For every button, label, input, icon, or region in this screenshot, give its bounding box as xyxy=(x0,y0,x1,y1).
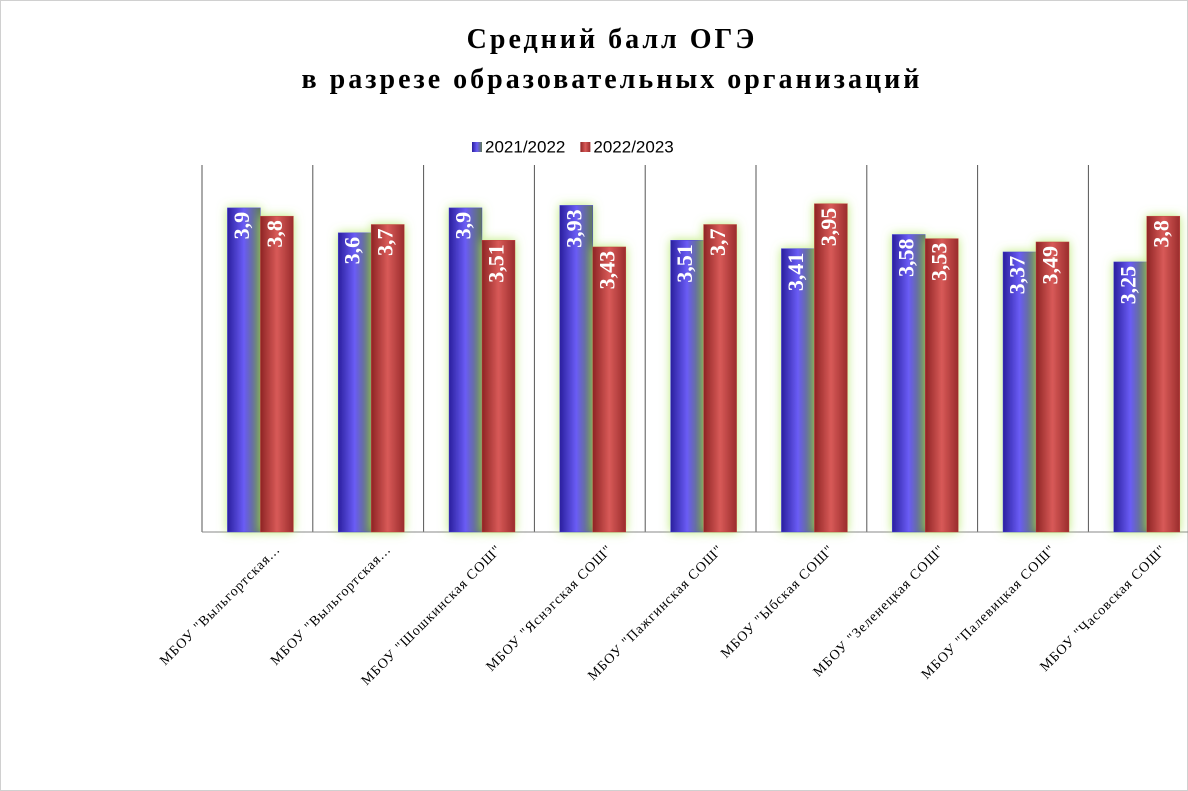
bar xyxy=(1113,261,1148,533)
value-label: 3,7 xyxy=(373,228,398,256)
chart-title: Средний балл ОГЭ xyxy=(467,24,758,55)
legend-swatch xyxy=(472,142,482,152)
value-label: 3,37 xyxy=(1005,256,1030,295)
value-label: 3,9 xyxy=(229,212,254,240)
bar xyxy=(1146,215,1181,533)
bar xyxy=(481,240,516,533)
x-tick-label: МБОУ "Выльгортская... xyxy=(157,542,283,668)
bar xyxy=(924,238,959,533)
chart-title: в разрезе образовательных организаций xyxy=(302,64,923,95)
x-tick-label: МБОУ "Палевицкая СОШ" xyxy=(919,542,1059,682)
bar xyxy=(1002,251,1037,533)
value-label: 3,93 xyxy=(561,209,586,248)
bar xyxy=(670,240,704,533)
bar xyxy=(260,215,294,533)
value-label: 3,8 xyxy=(1148,220,1173,248)
value-label: 3,41 xyxy=(783,253,808,292)
value-label: 3,7 xyxy=(705,228,730,256)
value-label: 3,43 xyxy=(594,251,619,290)
bar xyxy=(703,224,737,533)
legend-swatch xyxy=(580,142,591,152)
value-label: 3,9 xyxy=(451,212,476,240)
value-label: 3,6 xyxy=(340,237,365,264)
x-tick-label: МБОУ "Зеленецкая СОШ" xyxy=(811,542,949,680)
value-label: 3,51 xyxy=(672,244,697,283)
x-tick-label: МБОУ "Пажгинская СОШ" xyxy=(585,542,726,683)
bar xyxy=(891,234,926,533)
bar xyxy=(1035,241,1070,533)
bar xyxy=(370,224,405,533)
bar xyxy=(559,205,594,533)
x-tick-label: МБОУ "Яснэгская СОШ" xyxy=(484,542,616,674)
legend-label: 2022/2023 xyxy=(593,137,673,156)
value-label: 3,53 xyxy=(927,243,952,282)
bar xyxy=(337,232,372,533)
bar xyxy=(592,246,627,533)
bar xyxy=(227,207,261,533)
value-label: 3,8 xyxy=(262,220,287,248)
x-tick-label: МБОУ "Ыбская СОШ" xyxy=(718,542,837,661)
value-label: 3,95 xyxy=(816,208,841,247)
x-tick-label: МБОУ "Выльгортская... xyxy=(268,542,394,668)
legend-label: 2021/2022 xyxy=(485,137,565,156)
x-tick-label: МБОУ "Часовская СОШ" xyxy=(1038,542,1170,674)
bar xyxy=(781,248,815,533)
bar xyxy=(814,203,848,533)
value-label: 3,51 xyxy=(484,244,509,283)
value-label: 3,25 xyxy=(1115,266,1140,305)
value-label: 3,58 xyxy=(894,238,919,277)
bar xyxy=(448,207,483,533)
value-label: 3,49 xyxy=(1038,246,1063,284)
